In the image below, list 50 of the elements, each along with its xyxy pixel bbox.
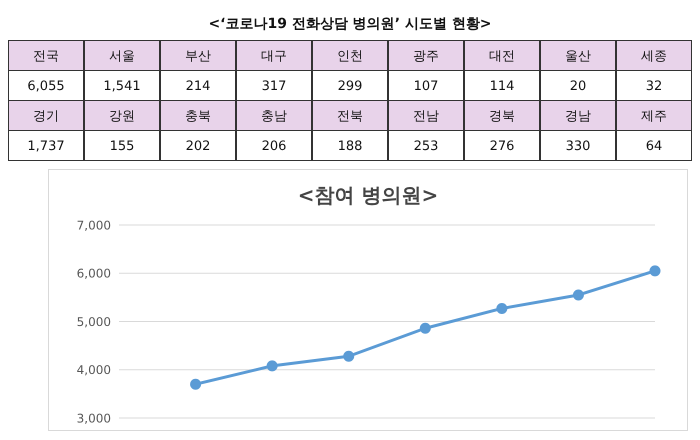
text: 부산 — [185, 49, 211, 64]
y-tick-label: 5,000 — [76, 314, 111, 329]
y-tick-label: 6,000 — [76, 266, 111, 281]
text: 인천 — [337, 49, 363, 64]
text: 6,055 — [27, 79, 65, 94]
text: 253 — [414, 139, 438, 154]
point — [343, 350, 354, 362]
point — [420, 322, 431, 334]
y-tick-label: 3,000 — [76, 411, 111, 426]
text: 충북 — [185, 109, 211, 124]
text: 299 — [338, 79, 362, 94]
text: 276 — [490, 139, 514, 154]
point — [266, 360, 278, 372]
text: 전국 — [33, 49, 59, 64]
y-tick-label: 7,000 — [76, 218, 111, 232]
text: 전북 — [337, 109, 363, 124]
text: <‘코로나19 전화상담 병의원’ 시도별 현황> — [208, 16, 492, 32]
text: 충남 — [261, 109, 287, 124]
text: 강원 — [109, 109, 135, 124]
text: 경남 — [565, 109, 591, 124]
text: 107 — [414, 79, 438, 94]
text: 1,541 — [103, 79, 141, 94]
text: 64 — [646, 139, 662, 154]
text: 114 — [490, 79, 514, 94]
text: 광주 — [413, 49, 439, 64]
text: 1,737 — [27, 139, 65, 154]
point — [190, 378, 202, 390]
text: 330 — [566, 139, 590, 154]
point — [496, 302, 508, 314]
y-tick-label: 4,000 — [76, 363, 111, 378]
text: 20 — [570, 79, 586, 94]
text: 울산 — [565, 49, 591, 64]
text: 214 — [186, 79, 210, 94]
text: 경북 — [489, 109, 515, 124]
text: 155 — [110, 139, 134, 154]
text: 제주 — [641, 109, 667, 124]
text: 전남 — [413, 109, 439, 124]
text: 서울 — [109, 49, 135, 64]
text: 경기 — [33, 109, 59, 124]
text: 세종 — [641, 49, 667, 64]
text: 202 — [186, 139, 210, 154]
text: 대구 — [261, 49, 287, 64]
point — [572, 289, 584, 300]
text: 188 — [338, 139, 362, 154]
chart-title: <참여 병의원> — [296, 182, 440, 209]
text: 206 — [262, 139, 286, 154]
text: 32 — [646, 79, 662, 94]
text: 317 — [262, 79, 286, 94]
text: 대전 — [489, 49, 515, 64]
point — [650, 265, 660, 276]
